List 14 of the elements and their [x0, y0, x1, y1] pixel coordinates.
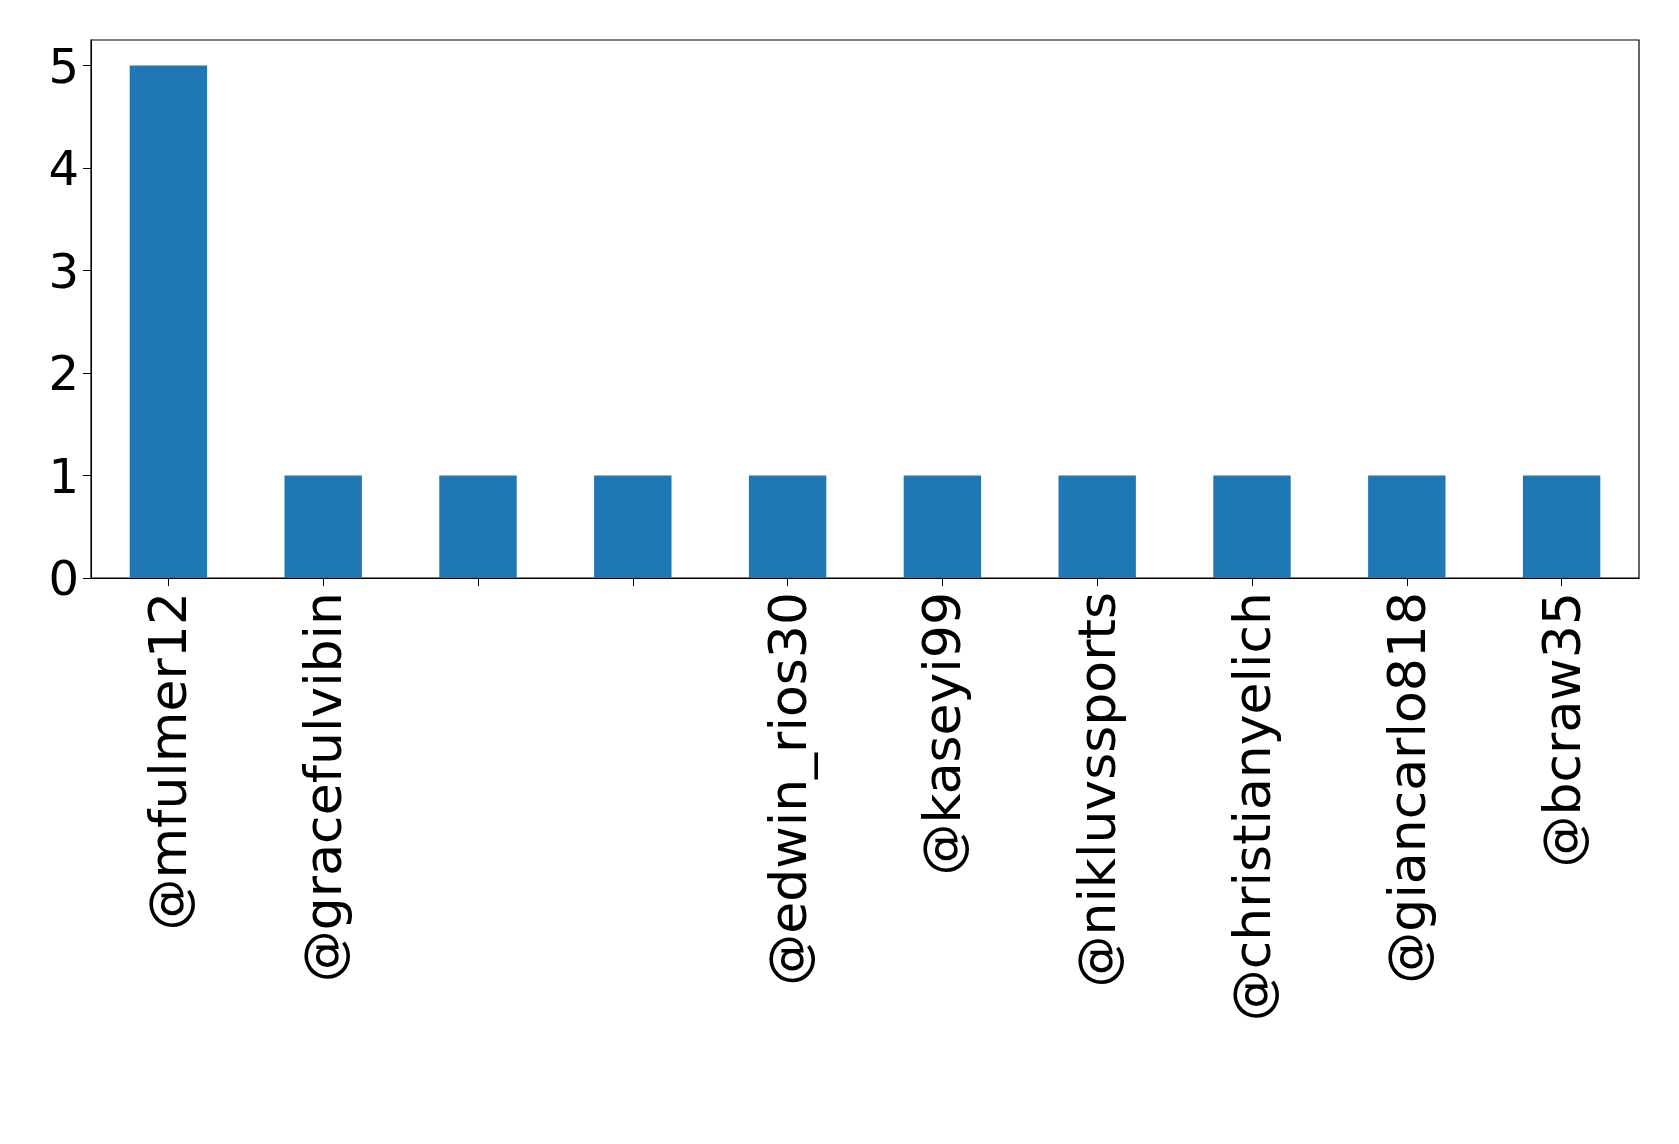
- y-tick-label: 0: [48, 550, 79, 606]
- x-tick-label: @gracefulvibin: [293, 592, 354, 983]
- y-tick-label: 1: [48, 447, 79, 504]
- y-tick-label: 5: [48, 37, 79, 94]
- x-tick-label: @mfulmer12: [138, 592, 199, 931]
- x-tick-label: @christianyelich: [1222, 592, 1282, 1022]
- x-tick-label: @bcraw35: [1531, 592, 1592, 868]
- x-tick-label: @kaseyi99: [912, 592, 973, 876]
- y-tick-label: 4: [48, 140, 79, 197]
- x-tick-label: @giancarlo818: [1376, 592, 1437, 984]
- x-tick-label: @nikluvssports: [1067, 592, 1128, 988]
- y-tick-label: 3: [48, 242, 79, 299]
- x-tick-label: @edwin_rios30: [757, 592, 818, 986]
- y-tick-label: 2: [48, 345, 79, 402]
